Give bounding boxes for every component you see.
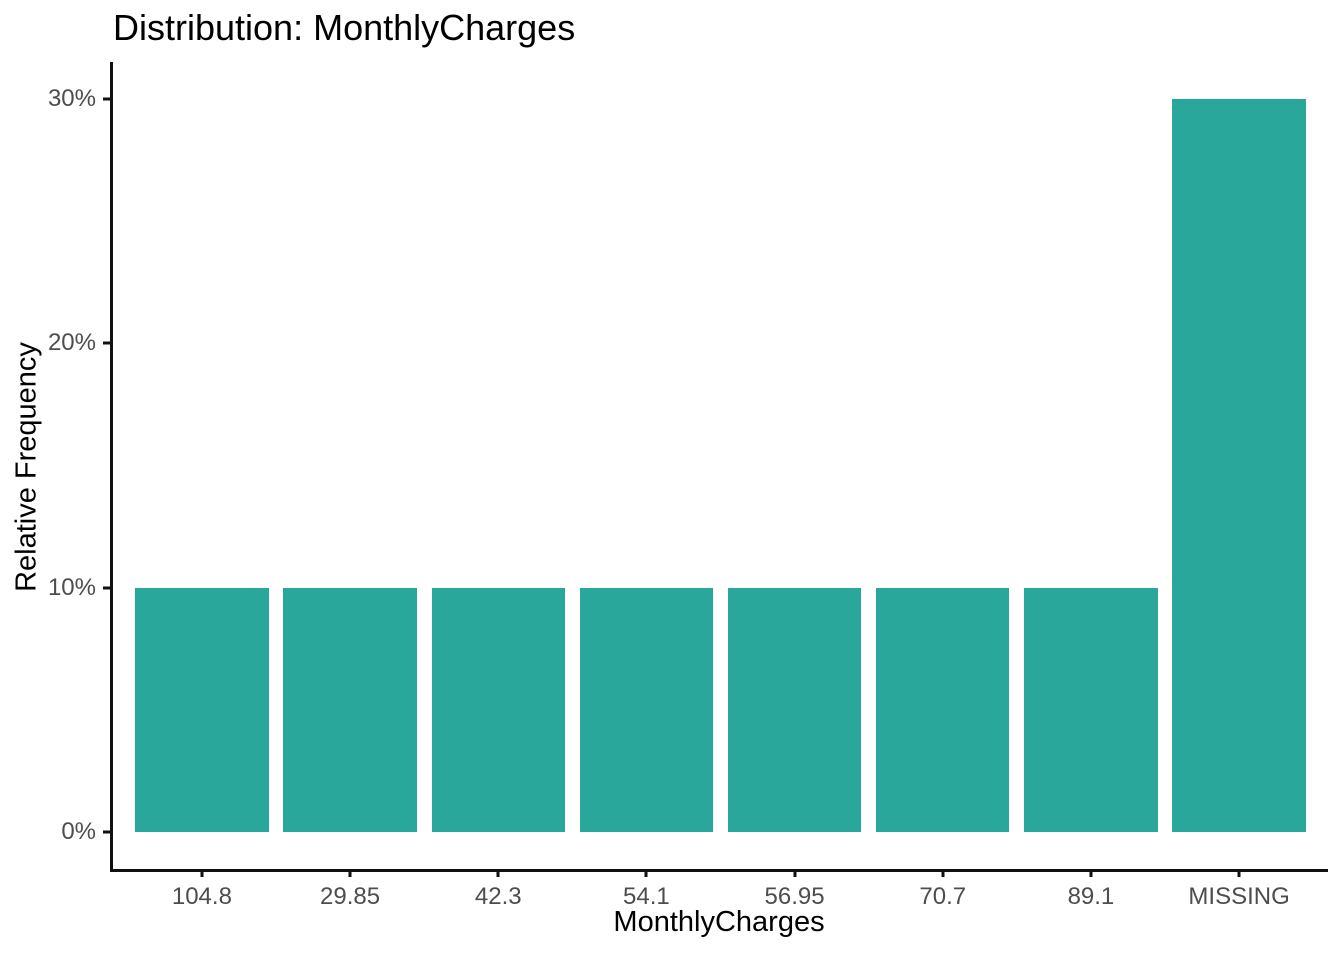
x-tick-label: 29.85 (320, 883, 381, 910)
x-tick-mark (1089, 869, 1093, 877)
x-tick-mark (348, 869, 352, 877)
bar-89.1 (1024, 587, 1158, 833)
bar-29.85 (283, 587, 417, 833)
x-tick-label: MISSING (1188, 883, 1290, 910)
y-tick-mark (103, 830, 113, 834)
x-tick-label: 104.8 (171, 883, 232, 910)
bar-MISSING (1172, 98, 1306, 833)
x-tick-label: 42.3 (474, 883, 522, 910)
y-tick-label: 20% (47, 329, 96, 357)
x-tick-label: 89.1 (1067, 883, 1115, 910)
x-tick-mark (200, 869, 204, 877)
y-tick-label: 0% (61, 818, 96, 846)
bar-42.3 (431, 587, 565, 833)
x-tick-label: 54.1 (623, 883, 670, 910)
x-axis-title: MonthlyCharges (613, 906, 825, 938)
y-axis-title: Relative Frequency (10, 342, 43, 592)
y-tick-mark (103, 586, 113, 590)
plot-panel: 104.8 29.85 42.3 54.1 56.95 70.7 89.1 MISSING 0%… (48, 62, 1328, 910)
x-tick-mark (1237, 869, 1241, 877)
x-tick-mark (496, 869, 500, 877)
y-tick-label: 10% (47, 573, 96, 601)
y-tick-label: 30% (47, 84, 96, 112)
y-tick-mark (103, 341, 113, 345)
bar-56.95 (727, 587, 862, 833)
x-tick-label: 70.7 (919, 883, 967, 910)
chart-title: Distribution: MonthlyCharges (113, 7, 576, 48)
x-tick-mark (941, 869, 945, 877)
y-tick-mark (103, 97, 113, 101)
x-tick-mark (644, 869, 648, 877)
bar-70.7 (876, 587, 1010, 833)
x-tick-label: 56.95 (764, 883, 825, 910)
x-tick-mark (793, 869, 797, 877)
bar-104.8 (135, 587, 269, 833)
bar-54.1 (579, 587, 714, 833)
